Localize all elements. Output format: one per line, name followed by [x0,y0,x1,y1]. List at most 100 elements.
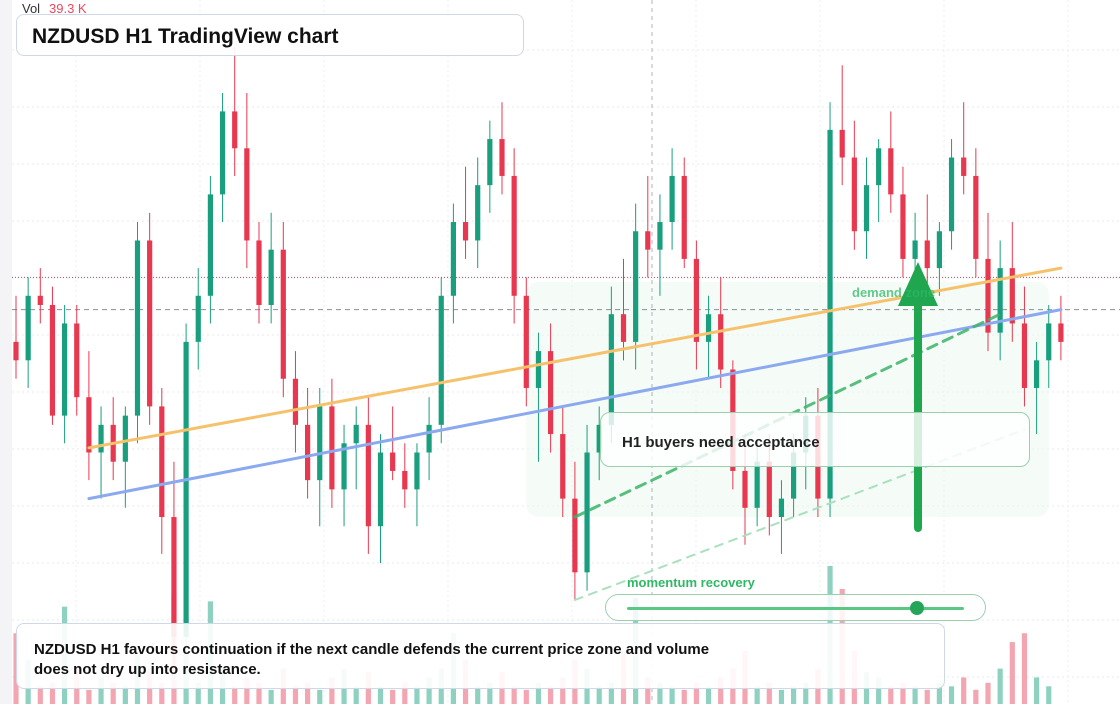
candle-body [912,240,918,259]
volume-bar [86,689,92,704]
candle-body [1009,268,1015,324]
candle-body [876,148,882,186]
candle-body [390,452,396,471]
candle-body [548,351,554,435]
up-arrow-icon [898,262,938,306]
volume-bar [402,682,408,704]
candle-body [426,424,432,453]
volume-bar [426,677,432,704]
momentum-slider[interactable] [605,594,986,621]
candle-body [475,185,481,241]
volume-bar [305,682,311,704]
candle-body [523,295,529,388]
volume-bar [487,682,493,704]
candle-body [487,139,493,186]
candle-body [645,231,651,250]
candle-body [718,314,724,370]
callout-text: H1 buyers need acceptance [622,434,820,451]
volume-bar [596,686,602,704]
candle-body [122,415,128,462]
candle-body [827,129,833,499]
candle-body [851,157,857,232]
candle-body [657,222,663,250]
candle-body [462,222,469,241]
volume-bar [13,633,19,704]
candle-body [195,295,201,342]
candle-body [365,424,371,527]
candle-body [791,452,797,499]
candle-body [560,434,566,499]
chart-title: NZDUSD H1 TradingView chart [32,25,339,48]
volume-bar [924,689,930,704]
volume-bar [49,682,56,704]
candle-body [681,175,687,259]
volume-bar [159,682,165,704]
candle-body [98,424,104,453]
volume-bar [353,686,359,704]
candle-body [49,305,56,416]
volume-bar [317,689,323,704]
candle-body [596,424,602,453]
volume-bar [876,677,882,704]
volume-bar [535,682,542,704]
volume-bar [98,677,104,704]
candle-body [232,111,238,149]
volume-bar [475,686,481,704]
volume-bar [803,682,809,704]
volume-bar [961,677,967,704]
volume-bar [912,686,918,704]
candle-body [256,240,262,305]
candle-body [997,268,1003,333]
candle-body [778,498,785,518]
candle-body [499,139,505,176]
volume-bar [195,682,201,704]
candle-body [511,175,517,296]
volume-bar [390,689,396,704]
volume-bar [681,689,687,704]
volume-bar [377,686,384,704]
candle-body [961,157,967,176]
volume-bar [718,677,724,704]
volume-bar [669,686,675,704]
volume-bar [560,677,566,704]
candle-body [620,314,627,342]
candle-body [268,249,274,305]
volume-bar [511,686,517,704]
candle-body [705,314,712,342]
demand-zone-label: demand zone [852,285,936,300]
momentum-thumb[interactable] [909,601,924,615]
candle-body [244,148,250,241]
volume-bar [414,686,420,704]
candle-body [535,351,542,388]
candle-body [134,240,141,416]
volume-bar [37,686,43,704]
candle-body [693,258,699,342]
candle-body [948,157,955,232]
volume-bar [292,686,299,704]
candle-body [1034,360,1040,388]
volume-bar [766,682,772,704]
title-panel: NZDUSD H1 TradingView chart [16,14,524,56]
candle-body [317,406,323,481]
volume-bar [548,686,554,704]
volume-bar [232,686,238,704]
volume-bar [268,689,274,704]
volume-bar [110,682,116,704]
volume-bar [1046,686,1052,704]
left-scale-strip [0,0,12,704]
trendline-blue [87,308,1063,501]
candle-body [207,194,213,296]
volume-bar [657,682,663,704]
candle-body [292,378,299,425]
candle-body [219,111,226,195]
candle-body [669,175,675,223]
volume-bar [985,682,991,704]
volume-bar [900,682,906,704]
volume-bar [645,677,651,704]
volume-value: 39.3 K [49,1,87,16]
volume-bar [705,686,712,704]
candle-body [742,470,748,508]
volume-bar [973,689,979,704]
volume-bar [523,689,529,704]
candle-body [888,148,894,195]
